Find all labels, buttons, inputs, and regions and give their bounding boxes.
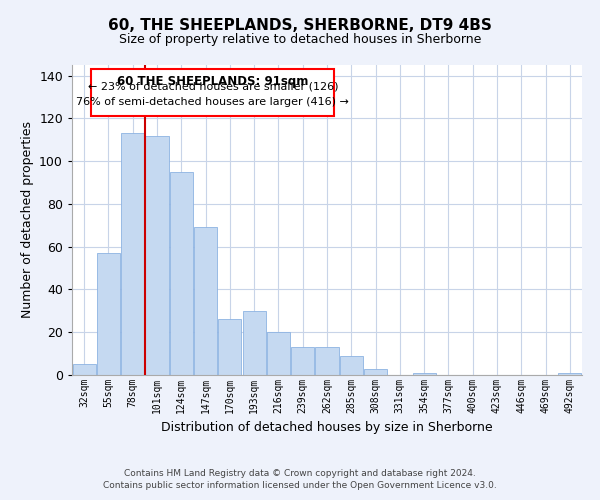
Bar bbox=[413, 373, 436, 375]
X-axis label: Distribution of detached houses by size in Sherborne: Distribution of detached houses by size … bbox=[161, 422, 493, 434]
Y-axis label: Number of detached properties: Number of detached properties bbox=[20, 122, 34, 318]
Bar bbox=[242, 311, 266, 375]
Bar bbox=[121, 134, 144, 375]
Bar bbox=[145, 136, 169, 375]
Text: 60, THE SHEEPLANDS, SHERBORNE, DT9 4BS: 60, THE SHEEPLANDS, SHERBORNE, DT9 4BS bbox=[108, 18, 492, 32]
Bar bbox=[291, 347, 314, 375]
Bar bbox=[170, 172, 193, 375]
Bar bbox=[364, 368, 387, 375]
Text: Contains public sector information licensed under the Open Government Licence v3: Contains public sector information licen… bbox=[103, 481, 497, 490]
Text: 60 THE SHEEPLANDS: 91sqm: 60 THE SHEEPLANDS: 91sqm bbox=[117, 76, 308, 88]
Bar bbox=[340, 356, 363, 375]
Text: Size of property relative to detached houses in Sherborne: Size of property relative to detached ho… bbox=[119, 32, 481, 46]
Bar bbox=[194, 228, 217, 375]
Bar bbox=[316, 347, 338, 375]
FancyBboxPatch shape bbox=[91, 70, 334, 116]
Bar bbox=[218, 320, 241, 375]
Text: ← 23% of detached houses are smaller (126): ← 23% of detached houses are smaller (12… bbox=[88, 82, 338, 92]
Bar bbox=[559, 373, 581, 375]
Bar bbox=[267, 332, 290, 375]
Text: Contains HM Land Registry data © Crown copyright and database right 2024.: Contains HM Land Registry data © Crown c… bbox=[124, 468, 476, 477]
Bar bbox=[97, 253, 120, 375]
Text: 76% of semi-detached houses are larger (416) →: 76% of semi-detached houses are larger (… bbox=[76, 97, 349, 107]
Bar bbox=[73, 364, 95, 375]
